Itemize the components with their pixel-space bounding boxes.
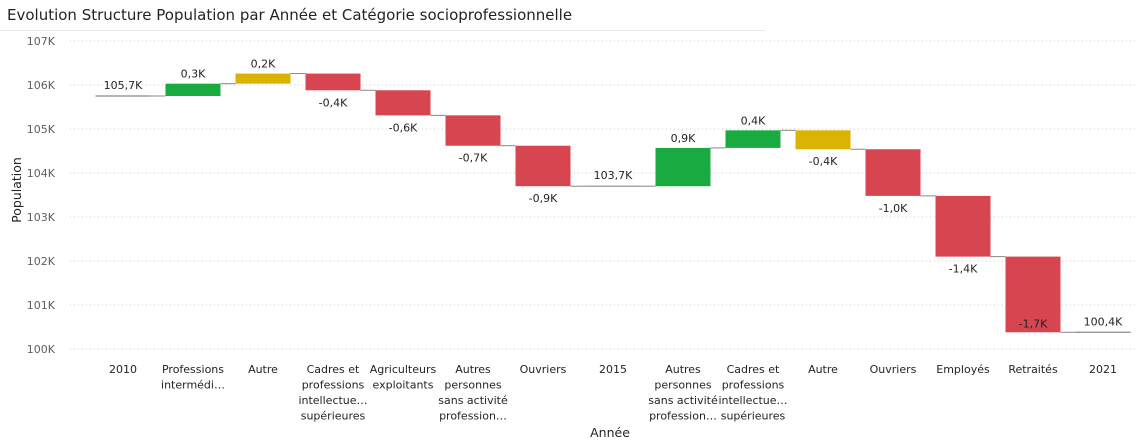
- waterfall-bar: [935, 195, 991, 257]
- y-tick-label: 102K: [27, 255, 56, 268]
- x-category-line: Retraités: [1008, 363, 1058, 376]
- y-axis-ticks: 100K 101K 102K 103K 104K 105K 106K 107K: [27, 35, 56, 356]
- x-category-line: Professions: [162, 363, 224, 376]
- y-tick-label: 104K: [27, 167, 56, 180]
- x-category-label: Cadres et professions intellectue… supérieu…: [718, 363, 787, 423]
- waterfall-bar: [865, 149, 921, 196]
- x-category-line: intellectue…: [718, 394, 787, 407]
- x-category-line: Autre: [808, 363, 838, 376]
- x-category-label: Employés: [936, 363, 990, 376]
- x-category-line: sans activité: [648, 394, 718, 407]
- title-divider: [0, 30, 765, 31]
- y-axis-title: Population: [9, 157, 24, 223]
- connectors: [150, 73, 1076, 333]
- waterfall-bar: [795, 130, 851, 150]
- x-category-line: Cadres et: [727, 363, 780, 376]
- x-category-line: sans activité: [438, 394, 508, 407]
- waterfall-bar: [655, 147, 711, 187]
- x-category-line: 2015: [599, 363, 627, 376]
- x-category-line: Autres: [455, 363, 491, 376]
- x-category-label: Autres personnes sans activité profession…: [438, 363, 508, 423]
- x-category-label: Ouvriers: [520, 363, 567, 376]
- x-category-label: Retraités: [1008, 363, 1058, 376]
- x-category-label: Ouvriers: [870, 363, 917, 376]
- data-label: -0,4K: [809, 155, 838, 168]
- x-category-line: professions: [722, 379, 785, 392]
- waterfall-bar: [165, 83, 221, 96]
- x-category-label: 2010: [109, 363, 137, 376]
- x-category-label: 2021: [1089, 363, 1117, 376]
- waterfall-bar: [235, 73, 291, 84]
- x-category-line: supérieures: [721, 410, 786, 423]
- x-category-label: Autre: [808, 363, 838, 376]
- data-label: -1,7K: [1019, 317, 1048, 330]
- y-tick-label: 103K: [27, 211, 56, 224]
- data-label: 103,7K: [594, 169, 633, 182]
- x-category-line: 2021: [1089, 363, 1117, 376]
- x-category-line: Cadres et: [307, 363, 360, 376]
- data-label: 0,3K: [181, 68, 206, 81]
- x-category-label: Autre: [248, 363, 278, 376]
- data-label: 100,4K: [1084, 315, 1123, 328]
- x-category-line: profession…: [649, 410, 717, 423]
- x-category-line: Ouvriers: [870, 363, 917, 376]
- data-label: 0,9K: [671, 132, 696, 145]
- waterfall-bar: [725, 130, 781, 148]
- x-category-line: exploitants: [373, 379, 434, 392]
- y-tick-label: 101K: [27, 299, 56, 312]
- x-category-line: profession…: [439, 410, 507, 423]
- y-tick-label: 106K: [27, 79, 56, 92]
- gridlines: [70, 40, 1136, 350]
- data-label: -1,0K: [879, 202, 908, 215]
- waterfall-bar: [375, 90, 431, 116]
- data-label: -0,6K: [389, 121, 418, 134]
- x-category-label: Autres personnes sans activité profession…: [648, 363, 718, 423]
- bars: [95, 73, 1131, 333]
- x-category-line: Agriculteurs: [370, 363, 437, 376]
- chart-title: Evolution Structure Population par Année…: [7, 6, 573, 24]
- x-axis-title: Année: [590, 425, 630, 440]
- data-label: 0,2K: [251, 58, 276, 71]
- x-category-line: Autres: [665, 363, 701, 376]
- x-category-line: professions: [302, 379, 365, 392]
- x-category-label: 2015: [599, 363, 627, 376]
- waterfall-bar: [1005, 256, 1061, 333]
- x-category-line: supérieures: [301, 410, 366, 423]
- data-labels: 105,7K 0,3K 0,2K -0,4K -0,6K -0,7K -0,9K 103,7K…: [104, 58, 1123, 331]
- x-category-label: Professions intermédi…: [161, 363, 225, 392]
- x-category-line: intermédi…: [161, 379, 225, 392]
- y-tick-label: 105K: [27, 123, 56, 136]
- x-category-line: intellectue…: [298, 394, 367, 407]
- x-category-line: 2010: [109, 363, 137, 376]
- x-axis-categories: 2010 Professions intermédi… Autre Cadres et p…: [109, 363, 1117, 423]
- waterfall-bar: [445, 115, 501, 146]
- data-label: -1,4K: [949, 263, 978, 276]
- waterfall-bar: [305, 73, 361, 91]
- data-label: -0,4K: [319, 96, 348, 109]
- x-category-line: Autre: [248, 363, 278, 376]
- x-category-line: personnes: [654, 379, 711, 392]
- data-label: 0,4K: [741, 114, 766, 127]
- x-category-line: personnes: [444, 379, 501, 392]
- x-category-line: Ouvriers: [520, 363, 567, 376]
- data-label: 105,7K: [104, 79, 143, 92]
- waterfall-bar: [515, 145, 571, 187]
- x-category-line: Employés: [936, 363, 990, 376]
- x-category-label: Cadres et professions intellectue… supérieu…: [298, 363, 367, 423]
- y-tick-label: 100K: [27, 343, 56, 356]
- y-tick-label: 107K: [27, 35, 56, 48]
- data-label: -0,9K: [529, 192, 558, 205]
- x-category-label: Agriculteurs exploitants: [370, 363, 437, 392]
- data-label: -0,7K: [459, 152, 488, 165]
